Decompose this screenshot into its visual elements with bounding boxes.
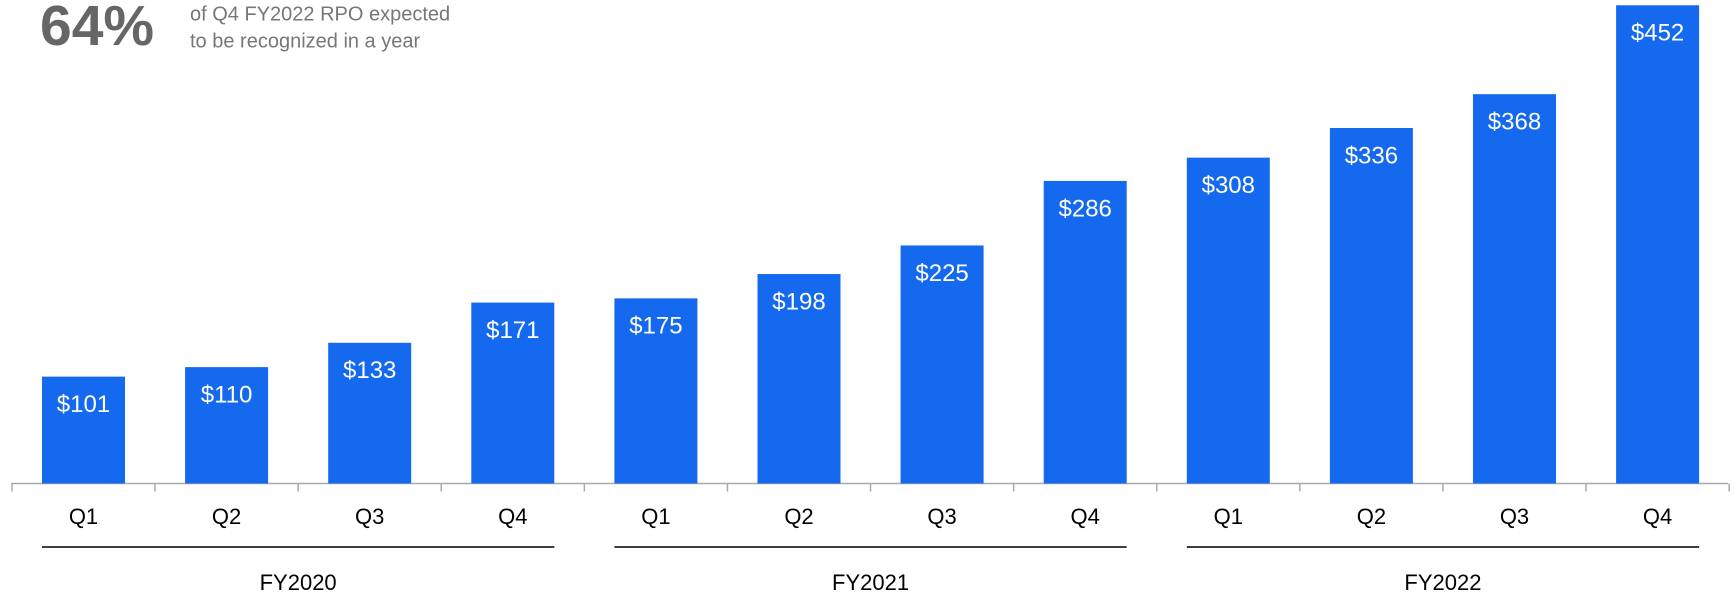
x-tick-label: Q2 bbox=[212, 504, 241, 529]
bar bbox=[614, 298, 698, 484]
x-tick-label: Q1 bbox=[1214, 504, 1243, 529]
group-label: FY2022 bbox=[1404, 570, 1481, 595]
x-tick-label: Q4 bbox=[498, 504, 527, 529]
value-label: $133 bbox=[343, 357, 396, 384]
value-label: $101 bbox=[57, 391, 110, 418]
x-tick-label: Q2 bbox=[1357, 504, 1386, 529]
value-label: $368 bbox=[1488, 109, 1541, 136]
group-label: FY2021 bbox=[832, 570, 909, 595]
x-tick-label: Q3 bbox=[355, 504, 384, 529]
bar bbox=[185, 367, 269, 484]
x-tick-label: Q4 bbox=[1643, 504, 1672, 529]
stat: 64% bbox=[40, 0, 154, 58]
value-label: $286 bbox=[1059, 195, 1112, 222]
value-label: $225 bbox=[915, 260, 968, 287]
bar bbox=[42, 376, 125, 484]
bar bbox=[1616, 5, 1700, 484]
x-tick-label: Q2 bbox=[784, 504, 813, 529]
bar bbox=[1329, 128, 1413, 484]
value-label: $308 bbox=[1202, 172, 1255, 199]
value-label: $198 bbox=[772, 288, 825, 315]
x-tick-label: Q1 bbox=[69, 504, 98, 529]
bar bbox=[1473, 94, 1556, 484]
value-label: $175 bbox=[629, 313, 682, 340]
value-label: $452 bbox=[1631, 20, 1684, 47]
value-label: $336 bbox=[1345, 142, 1398, 169]
bar bbox=[900, 245, 984, 484]
stat-note: to be recognized in a year bbox=[190, 30, 420, 52]
bar bbox=[328, 342, 412, 484]
bar bbox=[1186, 157, 1270, 484]
x-tick-label: Q4 bbox=[1071, 504, 1100, 529]
group-label: FY2020 bbox=[260, 570, 337, 595]
stat-note: of Q4 FY2022 RPO expected bbox=[190, 3, 450, 25]
bar bbox=[757, 274, 841, 484]
x-tick-label: Q1 bbox=[641, 504, 670, 529]
value-label: $171 bbox=[486, 317, 539, 344]
bar bbox=[1043, 180, 1127, 484]
x-tick-label: Q3 bbox=[1500, 504, 1529, 529]
x-tick-label: Q3 bbox=[927, 504, 956, 529]
bar bbox=[471, 302, 555, 484]
value-label: $110 bbox=[201, 381, 253, 408]
